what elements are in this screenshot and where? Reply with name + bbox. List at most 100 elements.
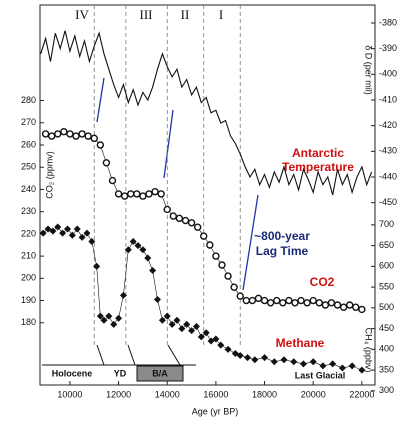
co2-point xyxy=(254,294,263,303)
methane-point xyxy=(319,362,327,370)
methane-point xyxy=(139,246,147,254)
y2-tick-label: -450 xyxy=(379,197,397,207)
methane-point xyxy=(83,229,91,237)
co2-point xyxy=(333,301,342,309)
co2-point xyxy=(358,305,366,314)
co2-point xyxy=(163,205,171,214)
co2-point xyxy=(315,299,323,307)
co2-point xyxy=(84,132,92,140)
methane-point xyxy=(49,227,57,235)
methane-point xyxy=(329,360,337,368)
y3-tick-label: 300 xyxy=(379,385,394,395)
co2-point xyxy=(187,219,196,227)
y-tick-label: 230 xyxy=(21,206,36,216)
bracket-line xyxy=(96,344,105,366)
co2-point xyxy=(41,130,50,138)
methane-point xyxy=(168,320,176,328)
methane-point xyxy=(96,312,104,320)
methane-point xyxy=(105,312,113,320)
y-tick-label: 250 xyxy=(21,162,36,172)
x-tick-label: 16000 xyxy=(203,389,228,399)
methane-point xyxy=(154,296,162,304)
annotation: Last Glacial xyxy=(295,370,346,380)
y3-tick-label: 550 xyxy=(379,281,394,291)
co2-point xyxy=(120,192,129,200)
methane-point xyxy=(244,354,252,362)
bracket-line xyxy=(167,344,181,366)
x-tick-label: 12000 xyxy=(106,389,131,399)
co2-point xyxy=(303,299,311,307)
methane-point xyxy=(88,237,96,245)
y3-tick-label: 350 xyxy=(379,364,394,374)
co2-point xyxy=(145,190,153,198)
methane-point xyxy=(261,354,269,362)
methane-point xyxy=(290,358,298,366)
methane-point xyxy=(93,262,101,270)
co2-point xyxy=(218,261,226,269)
y2-tick-label: -430 xyxy=(379,146,397,156)
methane-point xyxy=(224,345,232,353)
annotation: CO2 xyxy=(310,275,335,289)
y3-tick-label: 700 xyxy=(379,219,394,229)
co2-point xyxy=(200,232,208,240)
methane-point xyxy=(251,356,259,364)
annotation: Methane xyxy=(276,336,325,350)
x-axis-label: Age (yr BP) xyxy=(192,406,239,416)
co2-point xyxy=(96,141,105,149)
period-label: II xyxy=(181,7,190,22)
methane-point xyxy=(280,356,288,364)
co2-point xyxy=(60,127,68,136)
methane-point xyxy=(270,358,278,366)
co2-point xyxy=(339,303,348,311)
co2-point xyxy=(273,296,281,305)
methane-point xyxy=(144,254,152,262)
methane-point xyxy=(348,362,356,370)
annotation: Lag Time xyxy=(256,244,309,258)
methane-point xyxy=(115,314,123,322)
co2-point xyxy=(279,299,287,307)
lag-arrow xyxy=(163,109,174,179)
co2-point xyxy=(133,190,141,198)
methane-point xyxy=(39,229,47,237)
y3-axis-label: CH₄ (ppbv) xyxy=(364,328,374,373)
y2-axis-label: δ D (per mil) xyxy=(364,45,374,95)
co2-point xyxy=(54,130,62,138)
y2-tick-label: -420 xyxy=(379,120,397,130)
methane-point xyxy=(134,242,142,250)
methane-point xyxy=(124,246,132,254)
co2-point xyxy=(157,190,165,198)
y2-tick-label: -410 xyxy=(379,94,397,104)
methane-point xyxy=(163,312,171,320)
methane-point xyxy=(73,225,81,233)
co2-point xyxy=(139,192,147,200)
co2-point xyxy=(345,301,354,309)
lag-arrow xyxy=(242,194,259,291)
methane-point xyxy=(68,231,76,239)
y-tick-label: 240 xyxy=(21,184,36,194)
annotation: Holocene xyxy=(52,368,93,378)
methane-point xyxy=(299,360,307,368)
methane-point xyxy=(212,335,220,343)
lag-arrows xyxy=(96,77,259,291)
co2-point xyxy=(102,159,111,167)
methane-point xyxy=(338,364,346,372)
co2-point xyxy=(327,299,336,307)
co2-point xyxy=(266,299,275,307)
co2-point xyxy=(114,190,123,198)
annotation: B/A xyxy=(152,368,168,378)
methane-point xyxy=(54,223,62,231)
y-tick-label: 220 xyxy=(21,228,36,238)
period-label: IV xyxy=(75,7,89,22)
methane-point xyxy=(78,233,86,241)
co2-point xyxy=(260,296,269,305)
methane-point xyxy=(100,316,108,324)
y-tick-label: 260 xyxy=(21,139,36,149)
methane-point xyxy=(358,366,366,374)
co2-point xyxy=(224,272,232,280)
co2-point xyxy=(193,223,202,231)
co2-point xyxy=(90,134,98,143)
methane-point xyxy=(158,316,166,324)
annotation: Temperature xyxy=(282,160,354,174)
co2-point xyxy=(47,132,56,140)
series-line xyxy=(40,30,373,196)
